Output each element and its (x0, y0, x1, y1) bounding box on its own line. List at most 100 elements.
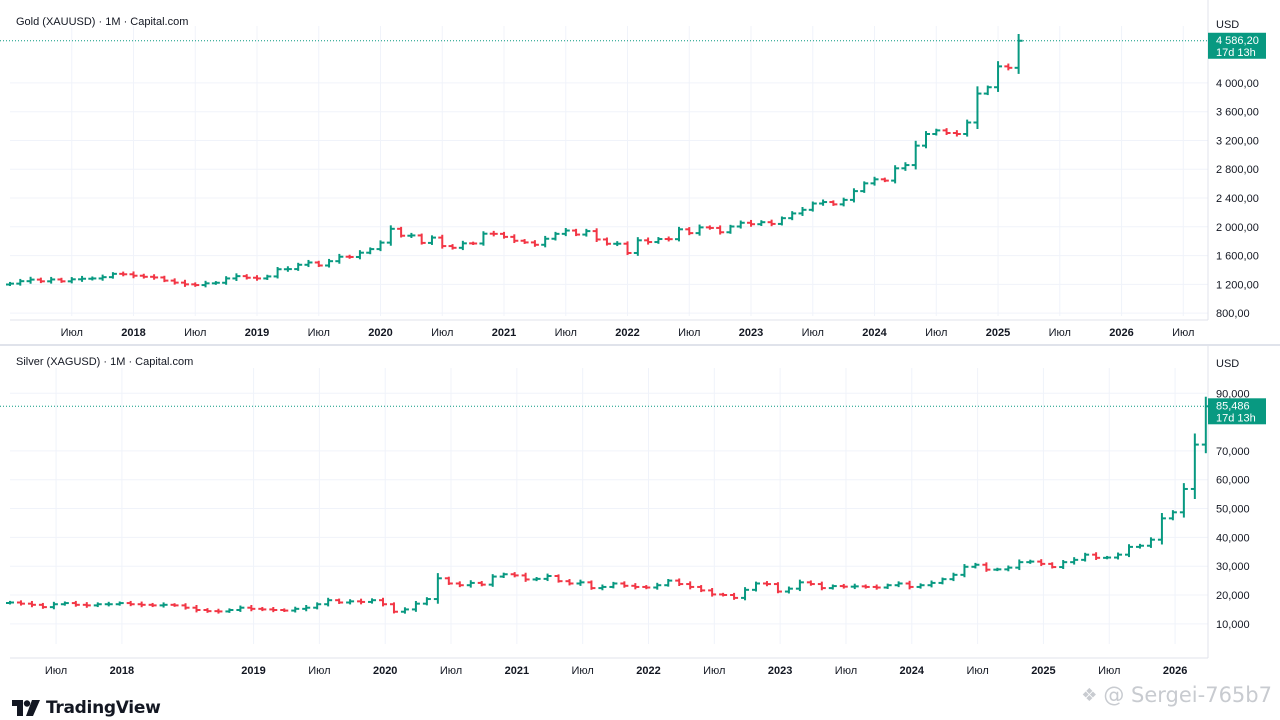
y-tick-label: 1 200,00 (1216, 279, 1259, 291)
ohlc-bar (458, 240, 467, 251)
ohlc-bar (304, 259, 313, 268)
watermark-icon: ❖ (1081, 684, 1098, 706)
ohlc-bar (829, 200, 838, 206)
gold-chart[interactable]: 800,00 1 200,00 1 600,00 2 000,00 2 400,00 2 … (0, 0, 1280, 344)
ohlc-bar (291, 606, 300, 613)
ohlc-bar (554, 574, 563, 583)
y-tick-label: 30,000 (1216, 561, 1250, 573)
x-tick-label: Июл (571, 665, 593, 677)
x-tick-label: Июл (802, 327, 824, 339)
ohlc-bar (181, 603, 190, 610)
ohlc-bar (314, 260, 323, 268)
y-tick-label: 90,000 (1216, 388, 1250, 400)
ohlc-bar (1070, 557, 1079, 565)
x-tick-label: 2021 (505, 665, 529, 677)
ohlc-bar (313, 602, 322, 610)
ohlc-bar (433, 573, 442, 604)
x-tick-label: 2022 (615, 327, 639, 339)
ohlc-bar (675, 578, 684, 586)
x-tick-label: 2024 (900, 665, 925, 677)
ohlc-bar (1190, 433, 1199, 499)
ohlc-bar (784, 586, 793, 594)
x-tick-label: 2022 (636, 665, 660, 677)
pane-divider[interactable] (0, 344, 1280, 346)
x-tick-label: Июл (678, 327, 700, 339)
ohlc-bar (1125, 544, 1134, 558)
ohlc-bar (214, 608, 223, 614)
ohlc-bar (971, 562, 980, 569)
x-tick-label: Июл (1049, 327, 1071, 339)
ohlc-bar (1146, 537, 1155, 548)
y-tick-label: 3 200,00 (1216, 135, 1259, 147)
ohlc-bar (708, 587, 717, 597)
ohlc-bar (139, 273, 148, 279)
ohlc-bar (397, 226, 406, 238)
ohlc-bar (236, 605, 245, 612)
ohlc-bar (916, 583, 925, 589)
ohlc-bar (280, 608, 289, 613)
y-tick-label: 800,00 (1216, 308, 1250, 320)
ohlc-bar (767, 219, 776, 227)
ohlc-bar (587, 580, 596, 590)
silver-chart[interactable]: 10,000 20,000 30,000 40,000 50,000 60,000 70,0… (0, 346, 1280, 682)
ohlc-bar (60, 601, 69, 606)
x-tick-label: Июл (925, 327, 947, 339)
ohlc-bar (253, 275, 262, 281)
ohlc-bar (444, 576, 453, 585)
ohlc-bar (247, 605, 256, 612)
ohlc-bar (850, 583, 859, 590)
ohlc-bar (960, 564, 969, 578)
x-tick-label: Июл (431, 327, 453, 339)
ohlc-bar (849, 188, 858, 203)
ohlc-bar (192, 605, 201, 613)
y-tick-label: 20,000 (1216, 590, 1250, 602)
ohlc-bar (469, 241, 478, 246)
x-tick-label: 2020 (368, 327, 392, 339)
ohlc-bar (741, 587, 750, 601)
ohlc-bar (258, 606, 267, 612)
ohlc-bar (609, 581, 618, 589)
ohlc-bar (894, 581, 903, 588)
tradingview-logo[interactable]: TradingView (12, 698, 161, 718)
ohlc-bar (232, 273, 241, 281)
ohlc-bar (1059, 560, 1068, 569)
x-tick-label: 2024 (862, 327, 887, 339)
ohlc-bar (438, 234, 447, 249)
tradingview-logo-icon (12, 700, 40, 716)
ohlc-bar (530, 240, 539, 247)
ohlc-bar (808, 201, 817, 212)
ohlc-bar (602, 237, 611, 246)
ohlc-bar (1168, 510, 1177, 521)
ohlc-bar (963, 119, 972, 137)
ohlc-bar (27, 600, 36, 608)
x-tick-label: 2019 (245, 327, 269, 339)
ohlc-bar (685, 227, 694, 236)
y-tick-label: 2 400,00 (1216, 193, 1259, 205)
gold-chart-pane[interactable]: 800,00 1 200,00 1 600,00 2 000,00 2 400,00 2 … (0, 0, 1280, 344)
ohlc-bar (6, 281, 14, 287)
ohlc-bar (719, 592, 728, 597)
ohlc-bar (994, 61, 1003, 92)
currency-label: USD (1216, 358, 1239, 370)
x-tick-label: Июл (1098, 665, 1120, 677)
ohlc-bar (417, 233, 426, 245)
last-price-label: 85,486 (1216, 400, 1250, 412)
ohlc-bar (119, 271, 128, 277)
ohlc-bar (653, 582, 662, 590)
ohlc-bar (160, 275, 169, 283)
silver-chart-pane[interactable]: 10,000 20,000 30,000 40,000 50,000 60,000 70,0… (0, 346, 1280, 682)
ohlc-bar (1037, 559, 1046, 567)
y-tick-label: 2 000,00 (1216, 222, 1259, 234)
ohlc-bar (757, 220, 766, 226)
ohlc-bar (191, 282, 200, 287)
ohlc-bar (115, 601, 124, 606)
y-tick-label: 3 600,00 (1216, 107, 1259, 119)
ohlc-bar (93, 602, 102, 608)
last-price-badge (1208, 398, 1266, 425)
ohlc-bar (57, 277, 66, 283)
ohlc-bar (532, 576, 541, 582)
x-tick-label: Июл (835, 665, 857, 677)
x-tick-label: 2018 (110, 665, 134, 677)
ohlc-bar (883, 583, 892, 589)
bar-countdown-label: 17d 13h (1216, 412, 1256, 424)
